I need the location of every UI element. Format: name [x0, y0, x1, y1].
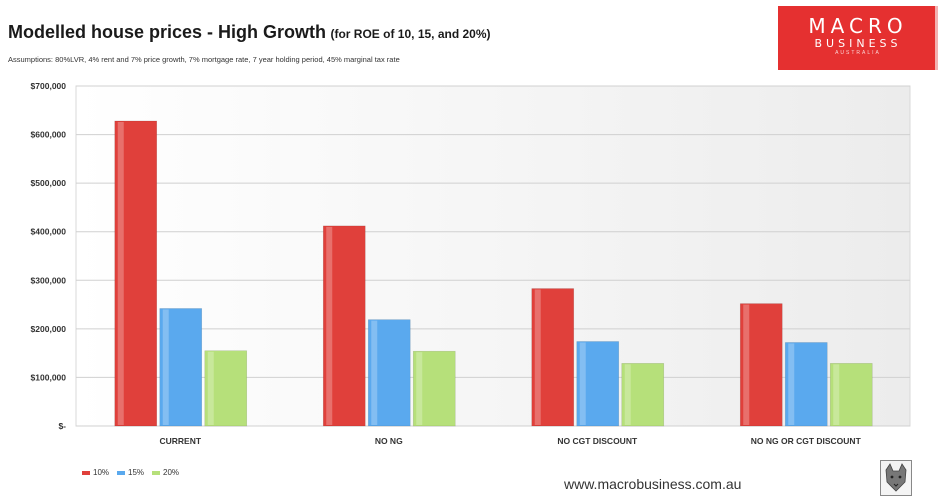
wolf-emblem-icon: [880, 460, 912, 496]
logo-line-3: AUSTRALIA: [835, 50, 881, 56]
bar-no-cgt-discount-10pct: [531, 288, 575, 427]
logo-line-1: MACRO: [808, 14, 908, 38]
y-tick-label: $500,000: [31, 178, 67, 188]
bar-no-cgt-discount-15pct: [576, 341, 620, 427]
logo-line-2: BUSINESS: [814, 37, 902, 50]
gridlines: [76, 85, 910, 427]
bar-current-15pct: [159, 308, 203, 427]
x-tick-label: CURRENT: [159, 436, 201, 446]
legend-label: 20%: [163, 468, 180, 477]
y-tick-label: $700,000: [31, 81, 67, 91]
y-tick-label: $600,000: [31, 130, 67, 140]
x-tick-label: NO CGT DISCOUNT: [557, 436, 638, 446]
bar-highlight: [326, 226, 333, 425]
bar-no-ng-or-cgt-discount-15pct: [784, 342, 828, 427]
bar-no-ng-or-cgt-discount-10pct: [739, 303, 783, 427]
chart-title: Modelled house prices - High Growth (for…: [8, 22, 491, 43]
legend-swatch: [152, 470, 161, 475]
bar-highlight: [534, 289, 541, 425]
bar-highlight: [743, 304, 750, 425]
bar-highlight: [371, 320, 378, 425]
legend-swatch: [117, 470, 126, 475]
y-axis-ticks: $- $100,000 $200,000 $300,000 $400,000 $500,0…: [31, 81, 67, 431]
x-axis-ticks: CURRENT NO NG NO CGT DISCOUNT NO NG OR CGT …: [159, 436, 861, 446]
legend-swatch: [82, 470, 90, 475]
bars: [114, 120, 873, 427]
bar-current-20pct: [204, 350, 248, 427]
bar-highlight: [207, 351, 214, 425]
bar-no-ng-10pct: [322, 225, 366, 427]
bar-no-ng-20pct: [412, 350, 456, 427]
y-tick-label: $200,000: [31, 324, 67, 334]
chart-legend: 10% 15% 20%: [82, 468, 179, 477]
legend-item: 15%: [117, 468, 144, 477]
y-tick-label: $100,000: [31, 372, 67, 382]
bar-highlight: [117, 121, 124, 425]
x-tick-label: NO NG OR CGT DISCOUNT: [751, 436, 862, 446]
bar-current-10pct: [114, 120, 158, 427]
legend-label: 10%: [93, 468, 110, 477]
y-tick-label: $-: [58, 421, 66, 431]
bar-highlight: [788, 343, 795, 425]
footer-url: www.macrobusiness.com.au: [564, 476, 742, 492]
bar-highlight: [416, 352, 423, 425]
bar-no-ng-or-cgt-discount-20pct: [829, 363, 873, 427]
bar-highlight: [624, 364, 631, 425]
bar-highlight: [162, 309, 169, 425]
bar-no-ng-15pct: [367, 319, 411, 427]
legend-item: 20%: [152, 468, 179, 477]
y-tick-label: $400,000: [31, 227, 67, 237]
legend-item: 10%: [82, 468, 109, 477]
x-tick-label: NO NG: [375, 436, 403, 446]
bar-no-cgt-discount-20pct: [621, 363, 665, 427]
chart-title-sub: (for ROE of 10, 15, and 20%): [330, 27, 491, 41]
assumptions-note: Assumptions: 80%LVR, 4% rent and 7% pric…: [8, 55, 400, 64]
bar-highlight: [833, 364, 840, 425]
macrobusiness-logo: MACRO BUSINESS AUSTRALIA: [778, 6, 938, 70]
y-tick-label: $300,000: [31, 275, 67, 285]
legend-label: 15%: [128, 468, 145, 477]
bar-highlight: [579, 342, 586, 425]
chart-title-main: Modelled house prices - High Growth: [8, 22, 327, 42]
